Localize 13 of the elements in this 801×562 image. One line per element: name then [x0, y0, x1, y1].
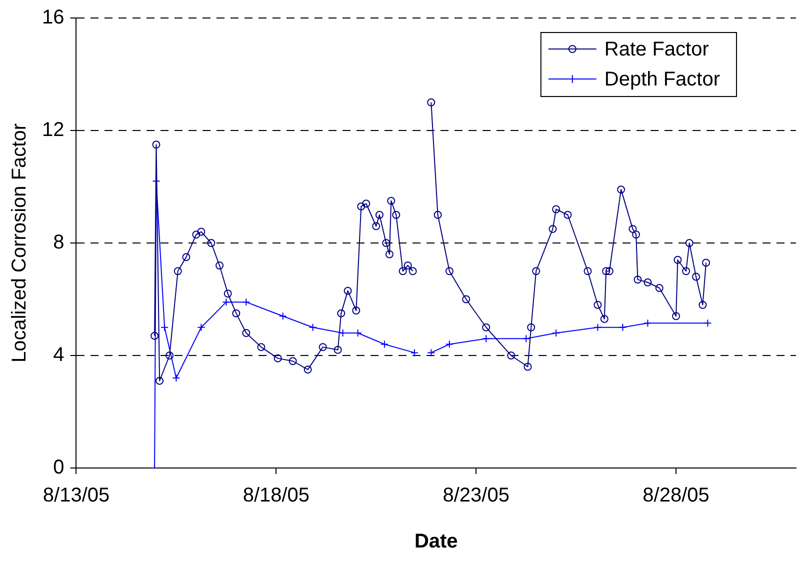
x-tick-label: 8/28/05 — [642, 484, 710, 507]
x-tick-label: 8/23/05 — [442, 484, 510, 507]
x-tick-label: 8/18/05 — [242, 484, 310, 507]
y-tick-label: 16 — [42, 6, 64, 29]
y-axis-title: Localized Corrosion Factor — [8, 123, 31, 362]
y-tick-label: 0 — [53, 456, 64, 479]
x-tick-label: 8/13/05 — [42, 484, 110, 507]
y-tick-label: 8 — [53, 232, 64, 254]
y-tick-label: 12 — [42, 119, 64, 142]
x-axis-title: Date — [414, 530, 458, 553]
legend-label: Depth Factor — [604, 68, 720, 91]
legend-label: Rate Factor — [604, 38, 710, 61]
y-tick-label: 4 — [53, 344, 64, 366]
